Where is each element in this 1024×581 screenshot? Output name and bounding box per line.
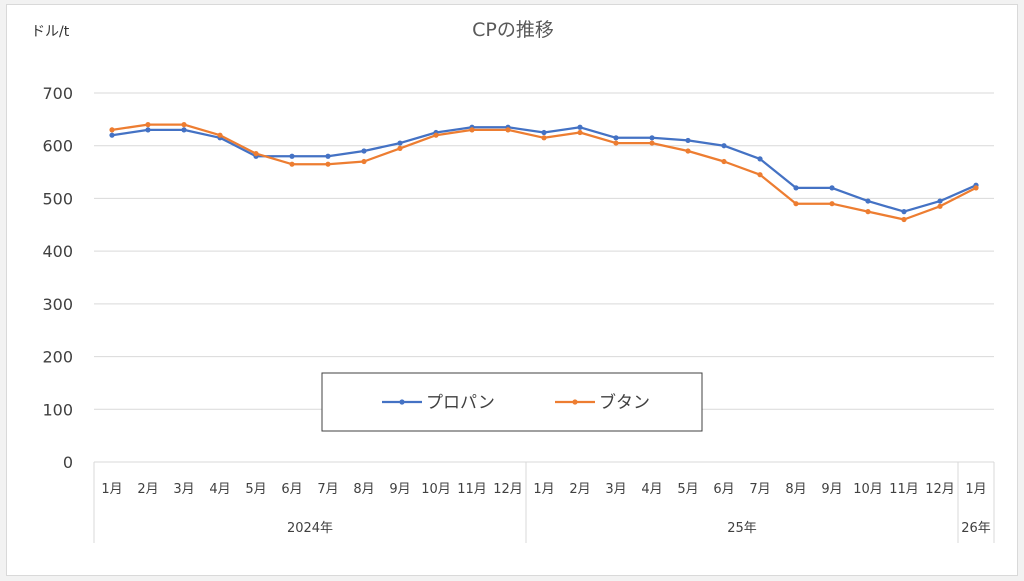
line-chart: CPの推移 ドル/t 0 100 200 300 400 500 600 700 1月 2月 3月…	[31, 19, 995, 543]
y-tick-label: 100	[42, 400, 73, 419]
x-tick-label: 2月	[137, 482, 158, 497]
x-tick-label: 3月	[173, 482, 194, 497]
year-group-label: 25年	[727, 521, 757, 536]
data-point	[865, 198, 871, 204]
year-group-label: 26年	[961, 521, 991, 536]
x-tick-label: 5月	[677, 482, 698, 497]
data-point	[757, 156, 763, 162]
data-point	[397, 145, 403, 151]
series-lines	[109, 122, 979, 223]
data-point	[433, 132, 439, 138]
data-point	[721, 158, 727, 165]
data-point	[613, 140, 619, 146]
data-point	[109, 132, 115, 138]
data-point	[865, 209, 871, 215]
x-tick-label: 1月	[965, 482, 986, 497]
data-point	[145, 122, 151, 128]
x-tick-label: 10月	[853, 482, 883, 497]
data-point	[685, 148, 691, 154]
x-tick-label: 11月	[889, 482, 919, 497]
data-point	[721, 143, 727, 149]
y-tick-label: 400	[42, 242, 73, 261]
x-tick-label: 9月	[821, 482, 842, 497]
x-tick-label: 4月	[641, 482, 662, 497]
legend-label: ブタン	[599, 392, 650, 413]
data-point	[361, 158, 367, 165]
data-point	[181, 122, 187, 128]
legend-marker	[572, 399, 578, 405]
data-point	[937, 198, 943, 204]
x-tick-label: 7月	[749, 482, 770, 497]
gridlines	[94, 92, 994, 410]
x-tick-label: 8月	[353, 482, 374, 497]
data-point	[181, 127, 187, 133]
data-point	[649, 135, 655, 141]
data-point	[685, 137, 691, 144]
legend-marker	[399, 399, 405, 405]
y-tick-label: 500	[42, 189, 73, 208]
data-point	[649, 140, 655, 146]
data-point	[577, 124, 583, 130]
data-point	[325, 153, 331, 159]
x-tick-label: 10月	[421, 482, 451, 497]
x-tick-label: 6月	[713, 482, 734, 497]
x-tick-label: 4月	[209, 482, 230, 497]
y-tick-label: 600	[42, 137, 73, 156]
legend: プロパン ブタン	[321, 372, 703, 432]
data-point	[325, 161, 331, 167]
x-tick-label: 2月	[569, 482, 590, 497]
y-tick-label: 0	[63, 453, 73, 472]
data-point	[613, 135, 619, 141]
data-point	[901, 209, 907, 215]
data-point	[937, 203, 943, 209]
data-point	[289, 161, 295, 167]
x-tick-label: 9月	[389, 482, 410, 497]
x-tick-label: 12月	[493, 482, 523, 497]
data-point	[901, 216, 907, 223]
data-point	[253, 151, 259, 157]
data-point	[541, 135, 547, 141]
data-point	[793, 201, 799, 207]
x-tick-label: 5月	[245, 482, 266, 497]
x-tick-label: 1月	[101, 482, 122, 497]
data-point	[541, 129, 547, 136]
x-tick-label: 11月	[457, 482, 487, 497]
chart-frame: CPの推移 ドル/t 0 100 200 300 400 500 600 700 1月 2月 3月…	[6, 4, 1018, 576]
x-tick-label: 8月	[785, 482, 806, 497]
data-point	[757, 172, 763, 178]
data-point	[469, 127, 475, 133]
data-point	[505, 127, 511, 133]
x-tick-label: 6月	[281, 482, 302, 497]
chart-title: CPの推移	[472, 19, 554, 41]
data-point	[793, 185, 799, 191]
data-point	[397, 140, 403, 146]
data-point	[829, 201, 835, 207]
data-point	[289, 153, 295, 159]
x-tick-label: 1月	[533, 482, 554, 497]
y-tick-label: 300	[42, 295, 73, 314]
data-point	[973, 185, 979, 191]
x-tick-label: 7月	[317, 482, 338, 497]
data-point	[577, 129, 583, 136]
y-axis-unit: ドル/t	[31, 24, 70, 40]
x-tick-label: 3月	[605, 482, 626, 497]
data-point	[361, 148, 367, 154]
data-point	[109, 127, 115, 133]
x-axis: 1月 2月 3月 4月 5月 6月 7月 8月 9月 10月 11月 12月 1月 2月 3月 4月 5月 6月 7…	[93, 461, 995, 543]
data-point	[217, 132, 223, 138]
legend-label: プロパン	[426, 393, 495, 413]
y-axis-ticks: 0 100 200 300 400 500 600 700	[42, 84, 73, 472]
x-tick-label: 12月	[925, 482, 955, 497]
y-tick-label: 200	[42, 348, 73, 367]
data-point	[145, 127, 151, 133]
data-point	[829, 185, 835, 191]
year-group-label: 2024年	[287, 521, 333, 536]
y-tick-label: 700	[42, 84, 73, 103]
